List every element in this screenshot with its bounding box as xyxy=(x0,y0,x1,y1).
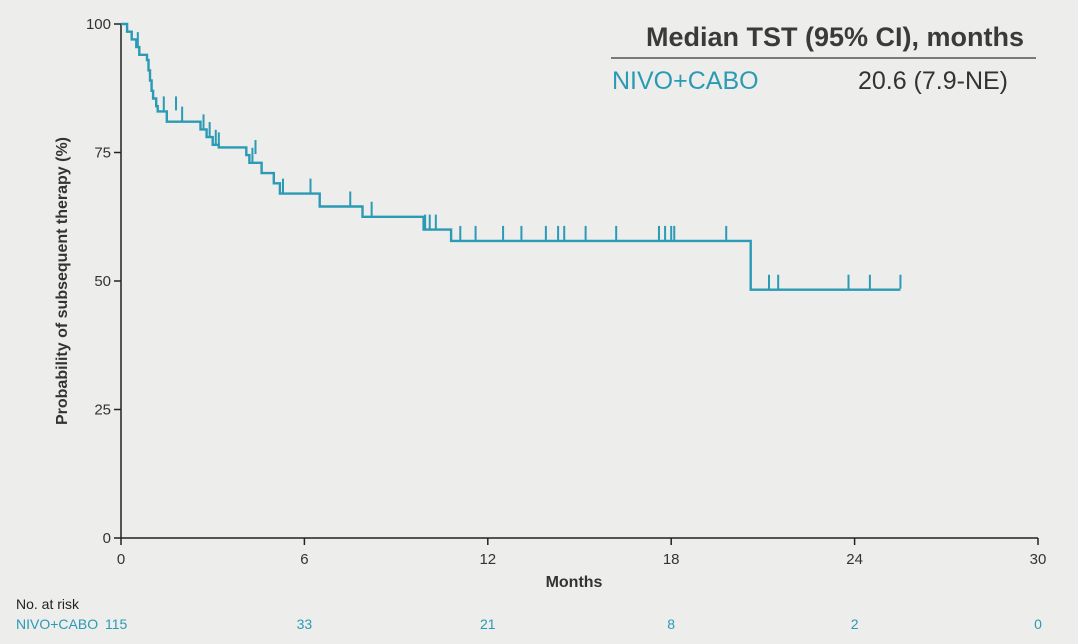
legend: Median TST (95% CI), months NIVO+CABO 20… xyxy=(611,22,1036,95)
at-risk-title: No. at risk xyxy=(16,596,80,612)
y-tick-label-75: 75 xyxy=(94,145,111,162)
series-layer xyxy=(121,22,902,291)
y-axis-title: Probability of subsequent therapy (%) xyxy=(54,137,71,425)
y-tick-label-100: 100 xyxy=(86,16,111,33)
y-tick-label-25: 25 xyxy=(94,402,111,419)
x-tick-label-6: 6 xyxy=(300,551,308,568)
axes: 0 25 50 75 100 0 6 12 18 24 30 xyxy=(86,16,1046,568)
at-risk-value-5: 0 xyxy=(1034,616,1042,632)
at-risk-value-2: 21 xyxy=(480,616,496,632)
x-tick-label-18: 18 xyxy=(663,551,680,568)
x-tick-label-30: 30 xyxy=(1030,551,1047,568)
censor-marks xyxy=(136,32,902,289)
y-tick-label-0: 0 xyxy=(103,530,111,547)
y-ticks: 0 25 50 75 100 xyxy=(86,16,121,547)
at-risk-table: No. at risk NIVO+CABO 115 33 21 8 2 0 xyxy=(16,596,1042,632)
at-risk-values: 115 33 21 8 2 0 xyxy=(105,616,1042,632)
x-tick-label-12: 12 xyxy=(479,551,496,568)
legend-header: Median TST (95% CI), months xyxy=(646,22,1024,52)
at-risk-row-label: NIVO+CABO xyxy=(16,616,98,632)
x-tick-label-0: 0 xyxy=(117,551,125,568)
at-risk-value-4: 2 xyxy=(851,616,859,632)
km-step-line xyxy=(121,22,901,291)
y-tick-label-50: 50 xyxy=(94,273,111,290)
legend-entry-name: NIVO+CABO xyxy=(612,67,759,95)
x-ticks: 0 6 12 18 24 30 xyxy=(117,538,1047,568)
x-axis-title: Months xyxy=(546,574,603,591)
legend-entry-value: 20.6 (7.9-NE) xyxy=(858,67,1008,95)
at-risk-value-0: 115 xyxy=(105,616,128,632)
at-risk-value-3: 8 xyxy=(667,616,675,632)
at-risk-value-1: 33 xyxy=(297,616,313,632)
x-tick-label-24: 24 xyxy=(846,551,863,568)
